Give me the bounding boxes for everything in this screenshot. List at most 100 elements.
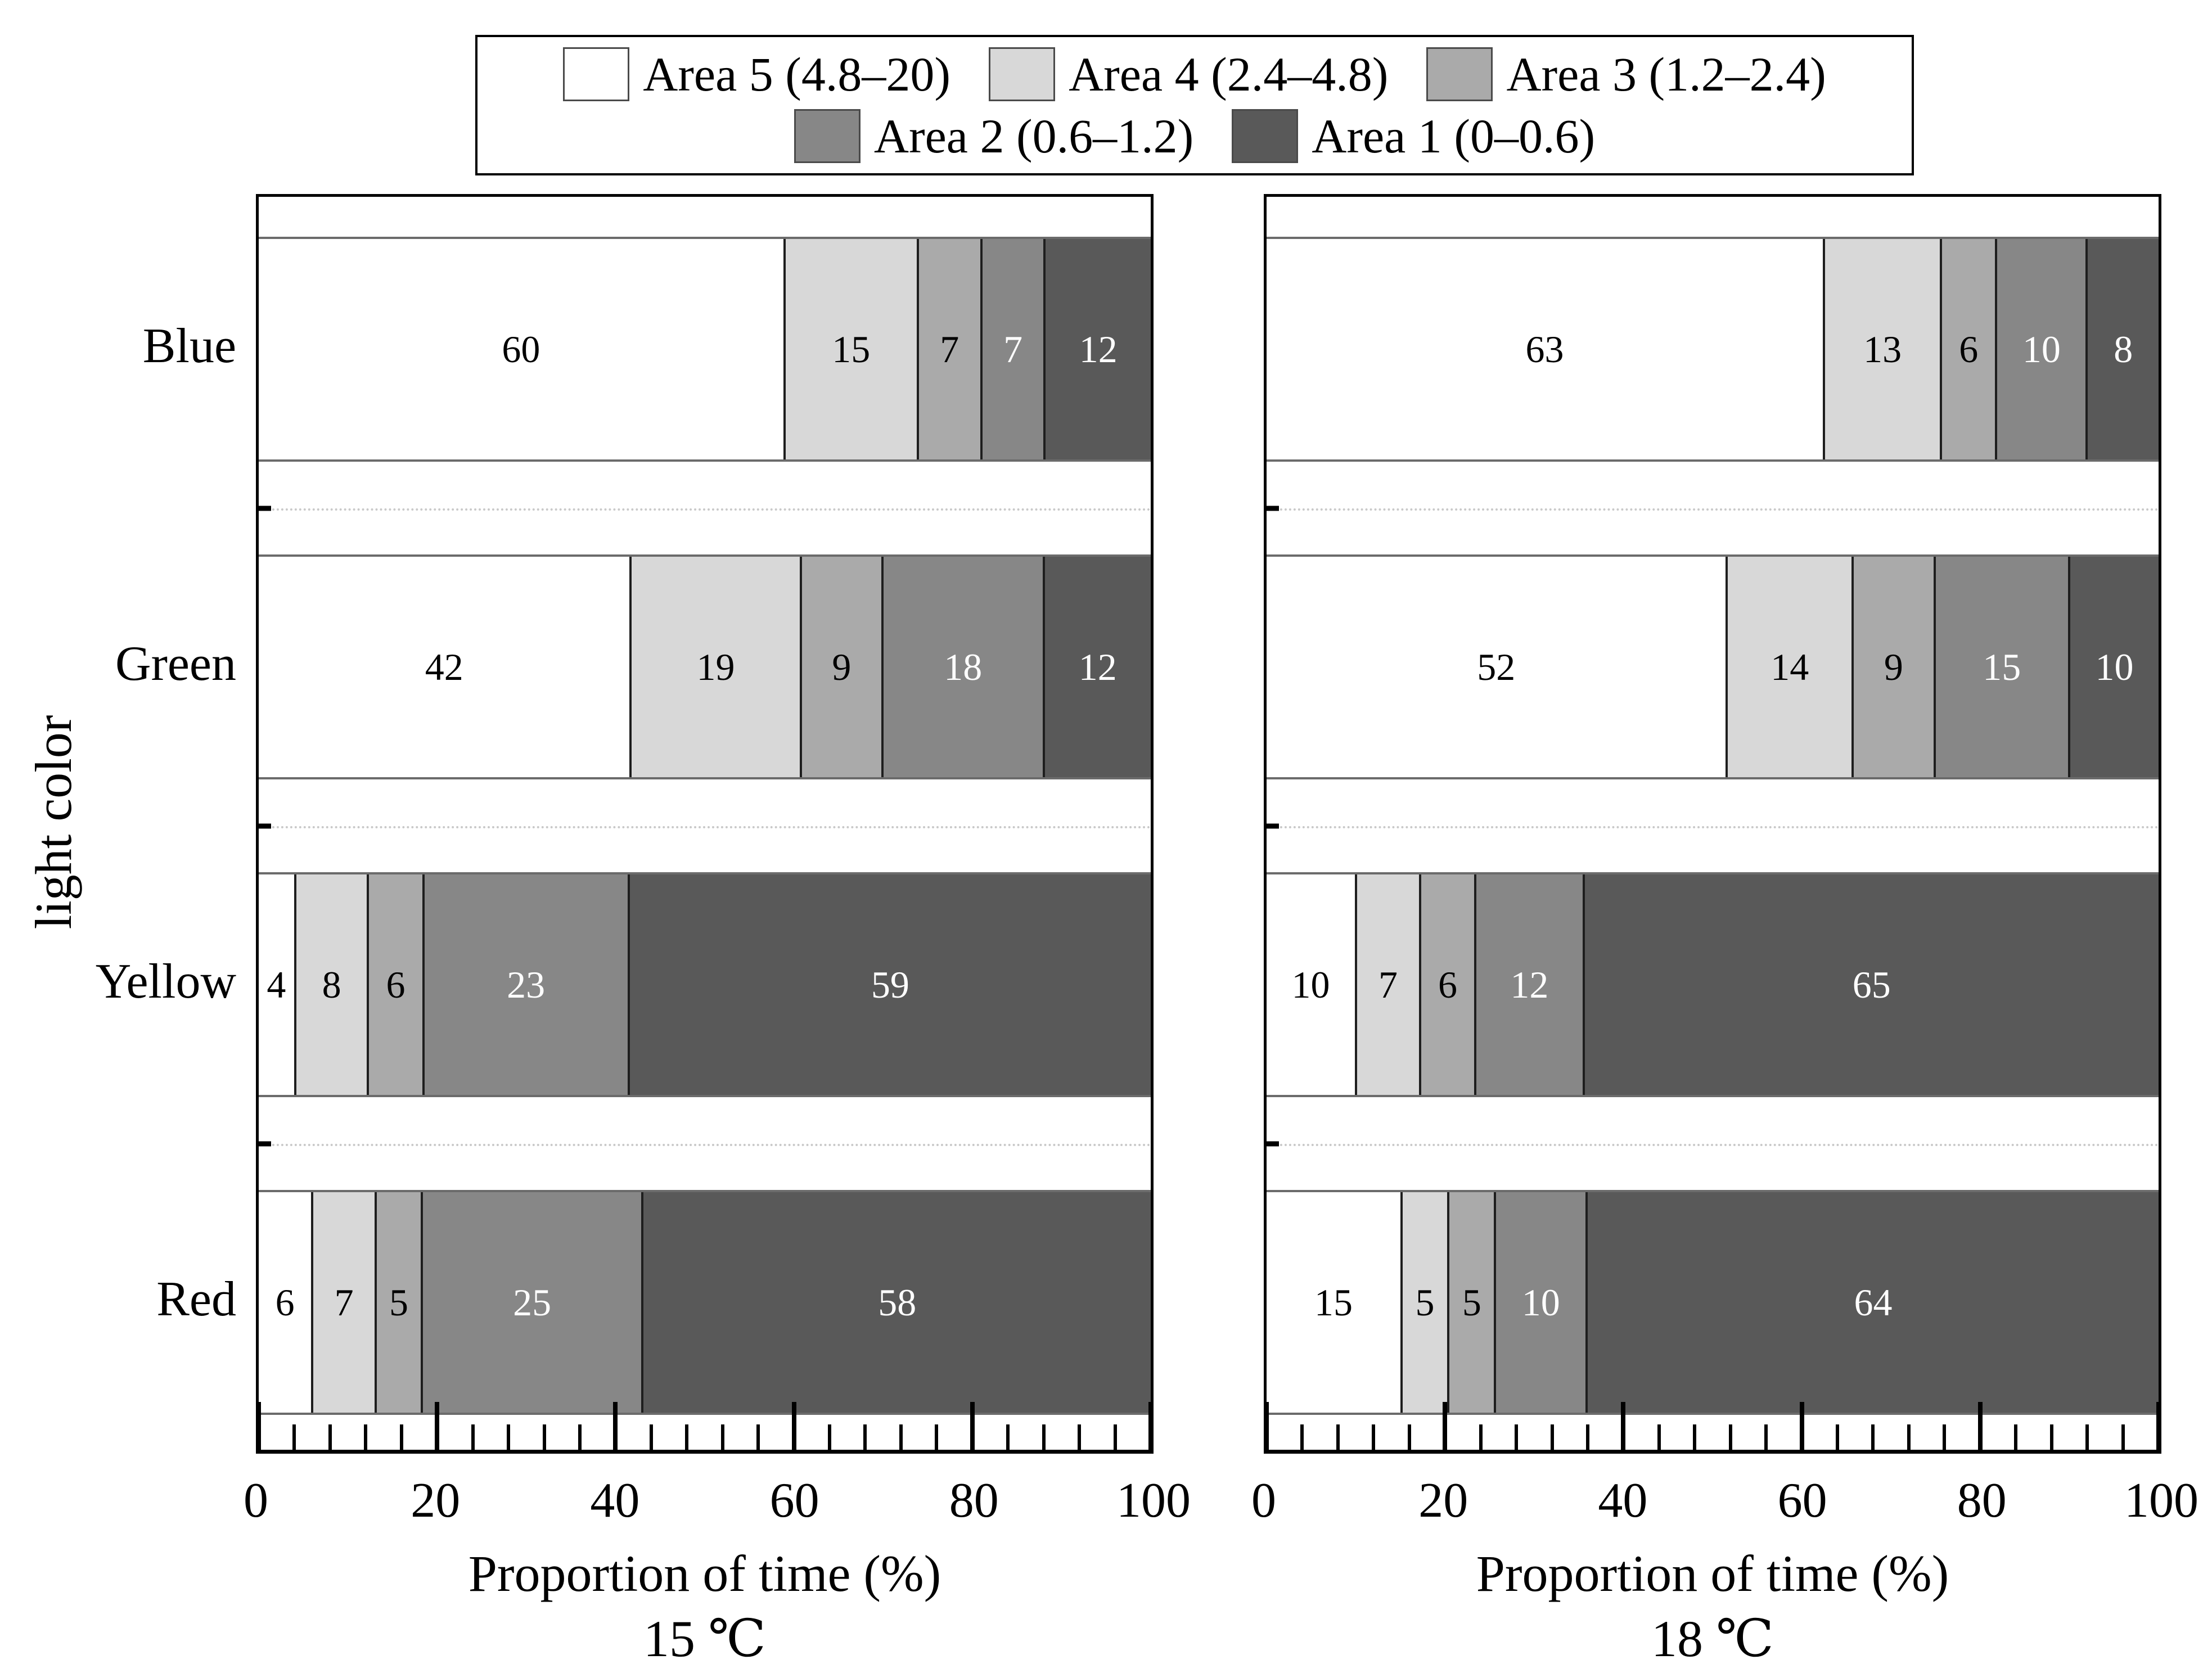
x-tick-label: 100 — [1116, 1473, 1191, 1528]
bar-segment-blue-area5: 63 — [1267, 239, 1823, 459]
bar-segment-green-area4: 19 — [629, 557, 800, 777]
x-axis-minor-tick — [899, 1424, 903, 1450]
x-tick-label: 80 — [1957, 1473, 2007, 1528]
bar-segment-red-area4: 7 — [311, 1192, 375, 1413]
category-label-yellow: Yellow — [95, 954, 236, 1009]
bar-segment-green-area4: 14 — [1726, 557, 1852, 777]
bar-segment-yellow-area5: 10 — [1267, 874, 1355, 1095]
bar-segment-yellow-area3: 6 — [1418, 874, 1475, 1095]
x-axis-minor-tick — [1372, 1424, 1376, 1450]
x-axis-major-tick — [2156, 1402, 2161, 1450]
legend-swatch-icon — [989, 47, 1056, 101]
x-tick-label: 20 — [411, 1473, 461, 1528]
bar-value-label: 10 — [2022, 328, 2061, 371]
x-axis-minor-tick — [292, 1424, 296, 1450]
bar-segment-red-area5: 6 — [259, 1192, 312, 1413]
x-axis-minor-tick — [1407, 1424, 1411, 1450]
legend-item-area-3: Area 3 (1.2–2.4) — [1426, 47, 1826, 101]
x-axis-minor-tick — [685, 1424, 689, 1450]
y-axis-minor-tick — [1267, 506, 1279, 511]
x-axis-minor-tick — [2049, 1424, 2053, 1450]
bar-segment-red-area3: 5 — [375, 1192, 421, 1413]
bar-value-label: 7 — [1378, 963, 1398, 1006]
x-axis-minor-tick — [1764, 1424, 1768, 1450]
y-axis-minor-tick — [1267, 823, 1279, 828]
bar-value-label: 9 — [832, 646, 852, 688]
bar-segment-green-area2: 15 — [1933, 557, 2068, 777]
bar-segment-red-area2: 10 — [1494, 1192, 1586, 1413]
bar-value-label: 65 — [1852, 963, 1891, 1006]
x-axis-minor-tick — [399, 1424, 403, 1450]
x-axis-minor-tick — [649, 1424, 653, 1450]
bar-segment-blue-area4: 15 — [783, 239, 917, 459]
bar-segment-green-area1: 10 — [2068, 557, 2159, 777]
y-axis-minor-tick — [1267, 1141, 1279, 1146]
x-axis-minor-tick — [1871, 1424, 1875, 1450]
legend-entry-label: Area 3 (1.2–2.4) — [1506, 47, 1826, 101]
x-axis-minor-tick — [1657, 1424, 1661, 1450]
bar-value-label: 5 — [389, 1281, 408, 1324]
row-separator-line — [1267, 826, 2159, 828]
x-axis-minor-tick — [578, 1424, 582, 1450]
x-axis-minor-tick — [2085, 1424, 2089, 1450]
bar-segment-yellow-area2: 12 — [1474, 874, 1583, 1095]
bar-value-label: 19 — [696, 646, 735, 688]
y-axis-minor-tick — [259, 1141, 271, 1146]
x-axis-minor-tick — [756, 1424, 760, 1450]
legend-entry-label: Area 4 (2.4–4.8) — [1069, 47, 1389, 101]
x-axis-minor-tick — [1550, 1424, 1554, 1450]
x-axis-major-tick — [791, 1402, 796, 1450]
x-axis-minor-tick — [1693, 1424, 1697, 1450]
bar-value-label: 58 — [878, 1281, 917, 1324]
x-axis-minor-tick — [935, 1424, 939, 1450]
x-axis-title: Proportion of time (%) — [468, 1545, 941, 1602]
legend-swatch-icon — [794, 109, 861, 163]
x-tick-label: 60 — [769, 1473, 819, 1528]
bar-value-label: 12 — [1078, 646, 1117, 688]
bar-segment-yellow-area2: 23 — [422, 874, 628, 1095]
bar-value-label: 12 — [1510, 963, 1549, 1006]
x-tick-label: 100 — [2124, 1473, 2199, 1528]
bar-value-label: 14 — [1770, 646, 1809, 688]
x-axis-minor-tick — [1113, 1424, 1117, 1450]
legend-item-area-4: Area 4 (2.4–4.8) — [989, 47, 1388, 101]
bar-value-label: 25 — [513, 1281, 552, 1324]
x-axis-minor-tick — [1479, 1424, 1483, 1450]
bar-value-label: 59 — [871, 963, 909, 1006]
bar-value-label: 15 — [1314, 1281, 1353, 1324]
category-label-green: Green — [115, 637, 236, 691]
bar-value-label: 7 — [1003, 328, 1023, 371]
bar-value-label: 9 — [1884, 646, 1903, 688]
x-axis-major-tick — [1264, 1402, 1269, 1450]
x-axis-minor-tick — [828, 1424, 832, 1450]
x-tick-label: 40 — [590, 1473, 640, 1528]
legend-item-area-2: Area 2 (0.6–1.2) — [794, 109, 1193, 163]
x-axis-minor-tick — [1728, 1424, 1732, 1450]
x-axis-major-tick — [1621, 1402, 1626, 1450]
x-axis-major-tick — [256, 1402, 261, 1450]
bar-segment-blue-area1: 8 — [2085, 239, 2159, 459]
bar-segment-blue-area4: 13 — [1823, 239, 1940, 459]
bar-segment-red-area3: 5 — [1447, 1192, 1494, 1413]
x-axis-minor-tick — [328, 1424, 332, 1450]
category-label-red: Red — [156, 1272, 236, 1327]
plot-area: 63 13 6 10 8 52 14 9 15 10 10 7 6 12 65 15 5 5 10 64 — [1264, 194, 2161, 1454]
bar-segment-blue-area1: 12 — [1043, 239, 1151, 459]
bar-value-label: 23 — [507, 963, 546, 1006]
bar-value-label: 64 — [1854, 1281, 1893, 1324]
bar-segment-green-area1: 12 — [1042, 557, 1151, 777]
x-axis-minor-tick — [471, 1424, 475, 1450]
bar-segment-red-area1: 64 — [1585, 1192, 2159, 1413]
x-axis-major-tick — [1977, 1402, 1983, 1450]
bar-value-label: 42 — [425, 646, 463, 688]
bar-segment-green-area2: 18 — [881, 557, 1043, 777]
bar-value-label: 15 — [1983, 646, 2021, 688]
bar-blue: 63 13 6 10 8 — [1267, 237, 2159, 462]
bar-value-label: 13 — [1863, 328, 1902, 371]
x-axis-minor-tick — [1943, 1424, 1947, 1450]
bar-segment-green-area3: 9 — [1851, 557, 1934, 777]
bar-value-label: 5 — [1462, 1281, 1481, 1324]
category-label-blue: Blue — [142, 319, 236, 373]
plot-area: 60 15 7 7 12 42 19 9 18 12 4 8 6 23 59 6 7 5 25 58 — [256, 194, 1154, 1454]
